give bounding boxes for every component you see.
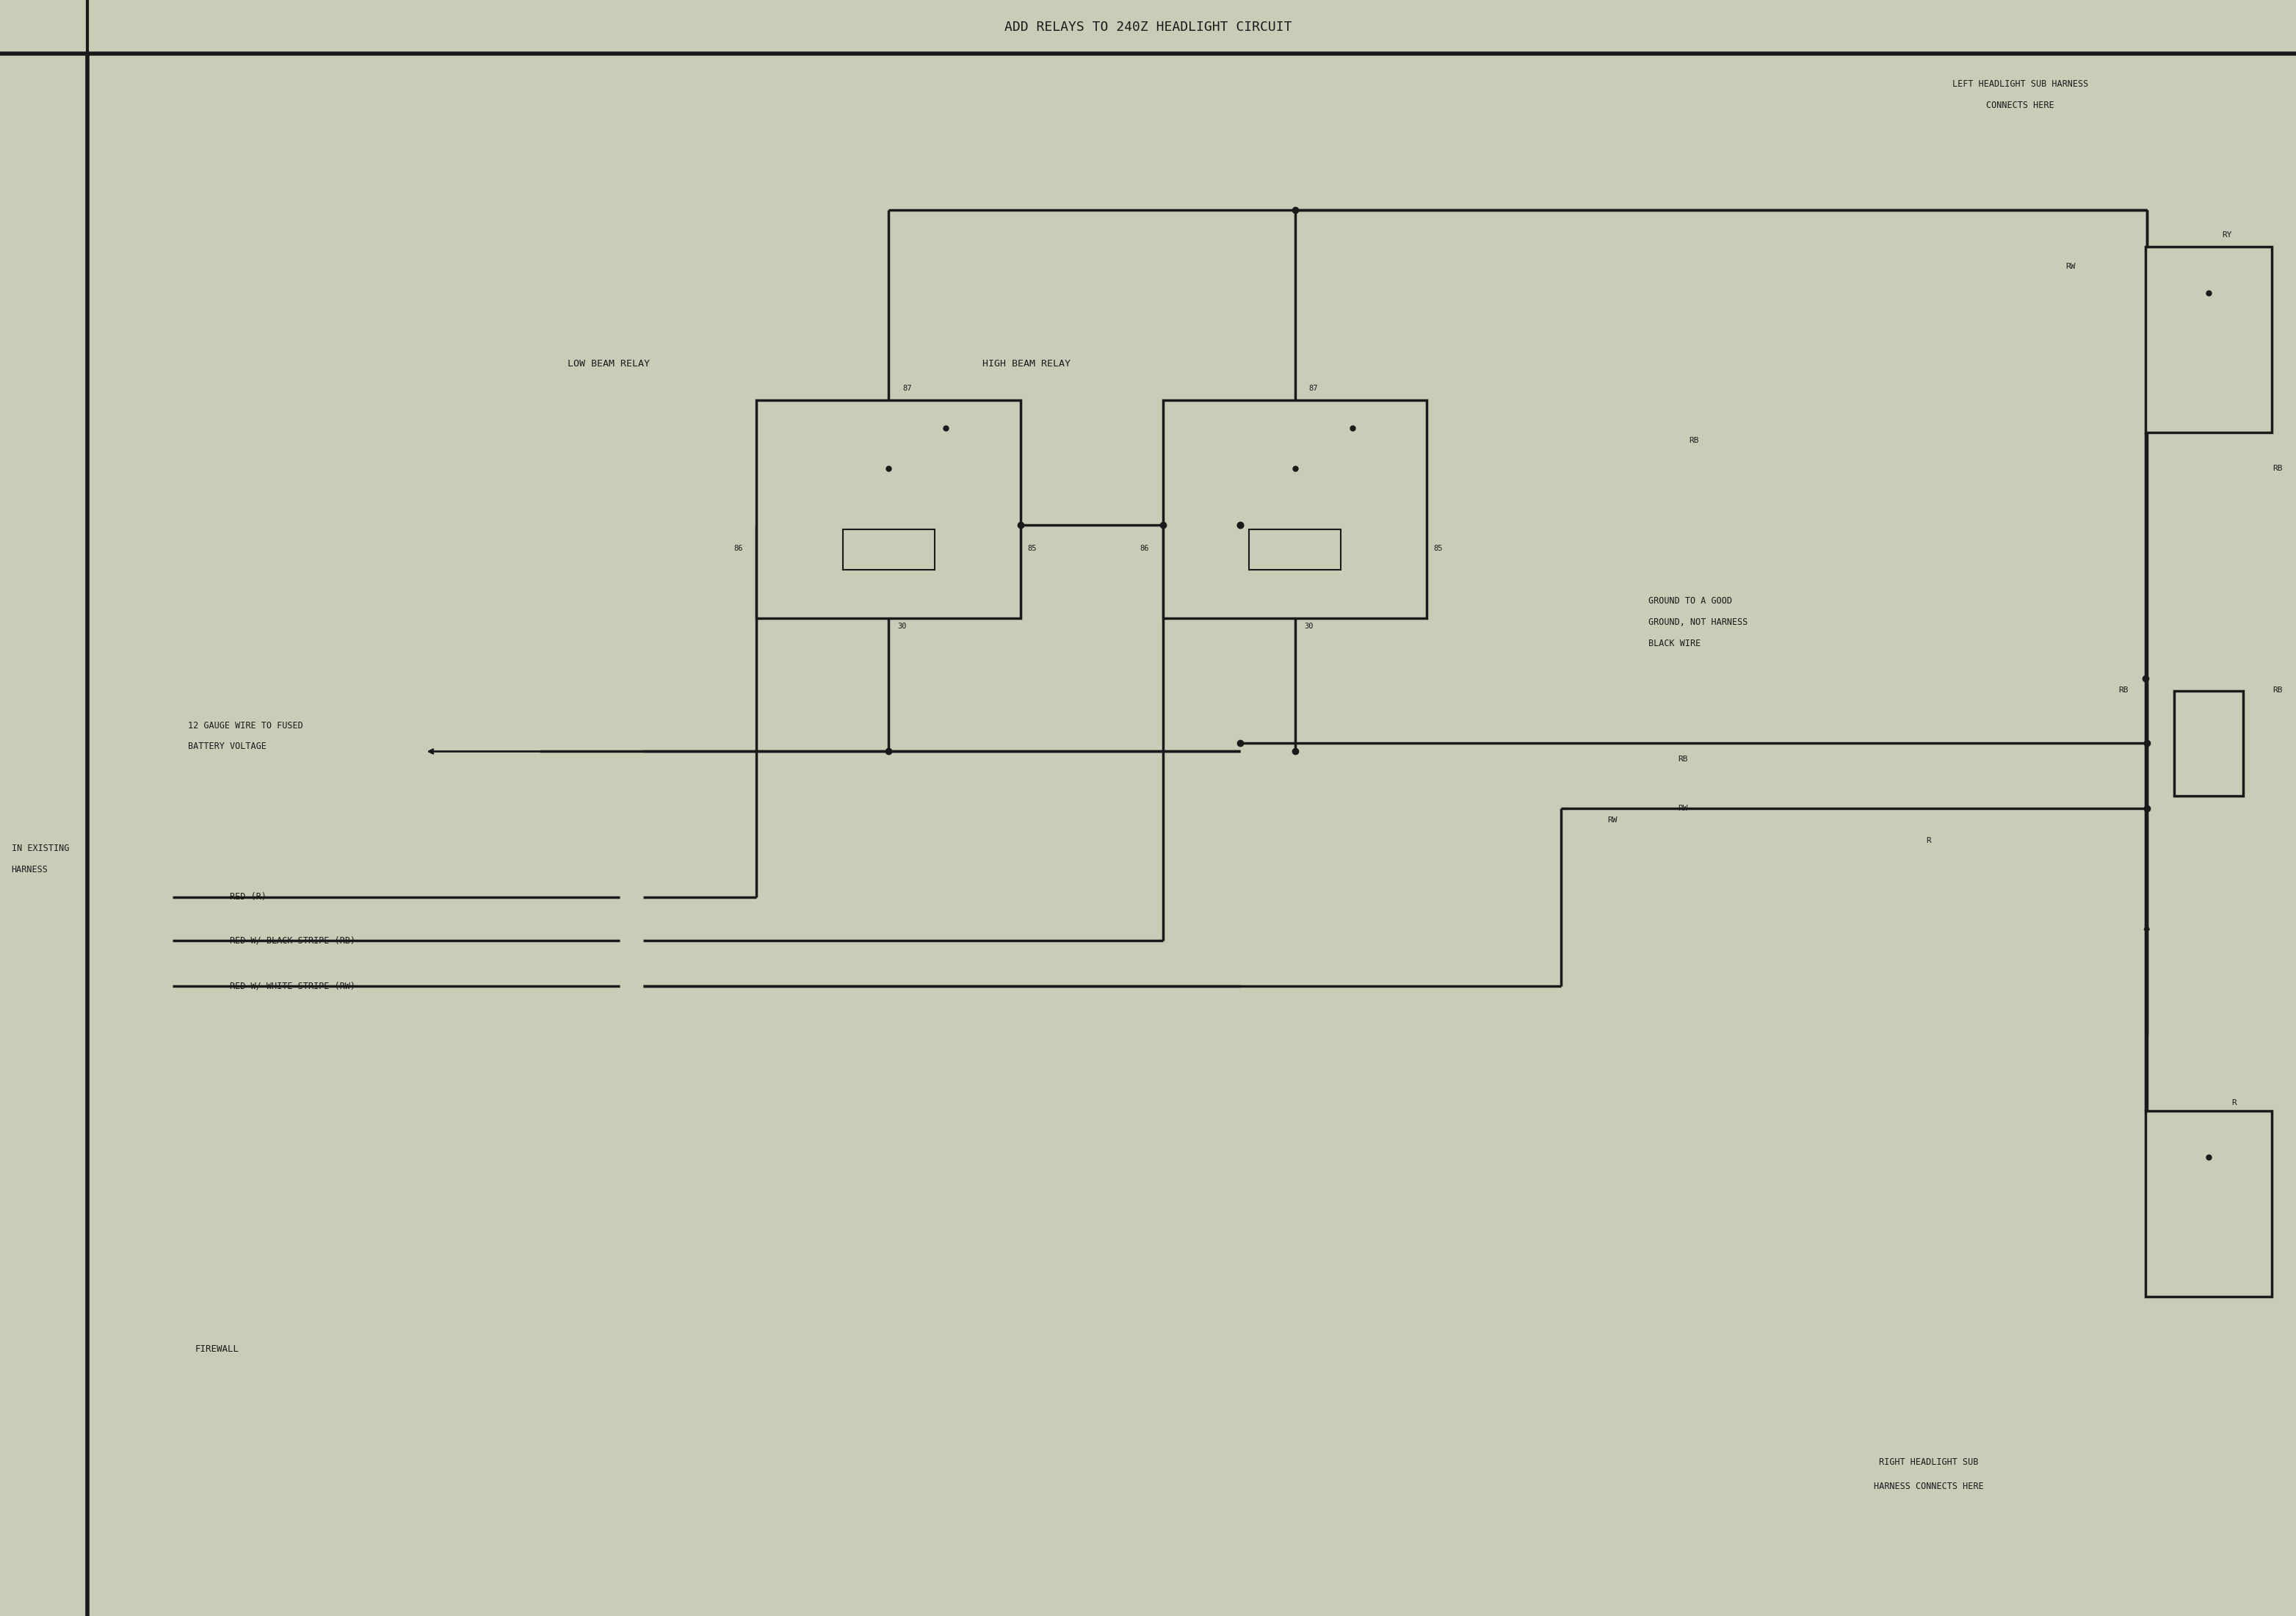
Text: GROUND, NOT HARNESS: GROUND, NOT HARNESS xyxy=(1649,617,1747,627)
Text: 87: 87 xyxy=(1309,385,1318,391)
Text: IN EXISTING: IN EXISTING xyxy=(11,844,69,853)
Text: RB: RB xyxy=(1690,436,1699,444)
Text: 30: 30 xyxy=(1304,624,1313,630)
Text: HARNESS CONNECTS HERE: HARNESS CONNECTS HERE xyxy=(1874,1482,1984,1492)
Text: 12 GAUGE WIRE TO FUSED: 12 GAUGE WIRE TO FUSED xyxy=(188,721,303,730)
Text: HARNESS: HARNESS xyxy=(11,865,48,874)
Text: RB: RB xyxy=(2119,687,2128,695)
Bar xyxy=(843,528,934,569)
Bar xyxy=(1162,401,1426,617)
Text: GROUND TO A GOOD: GROUND TO A GOOD xyxy=(1649,596,1731,606)
Text: LEFT HEADLIGHT SUB HARNESS: LEFT HEADLIGHT SUB HARNESS xyxy=(1952,79,2089,89)
Text: BLACK WIRE: BLACK WIRE xyxy=(1649,638,1701,648)
Text: RB: RB xyxy=(2273,465,2282,472)
Text: RW: RW xyxy=(1678,805,1688,811)
Text: LOW BEAM RELAY: LOW BEAM RELAY xyxy=(567,359,650,368)
Text: CONNECTS HERE: CONNECTS HERE xyxy=(1986,100,2055,110)
Text: 86: 86 xyxy=(1141,545,1148,553)
Text: RW: RW xyxy=(1607,816,1616,824)
Text: ADD RELAYS TO 240Z HEADLIGHT CIRCUIT: ADD RELAYS TO 240Z HEADLIGHT CIRCUIT xyxy=(1003,21,1293,34)
Text: RED (R): RED (R) xyxy=(230,892,266,902)
Text: 87: 87 xyxy=(902,385,912,391)
Text: HIGH BEAM RELAY: HIGH BEAM RELAY xyxy=(983,359,1070,368)
Text: RED W/ WHITE STRIPE (RW): RED W/ WHITE STRIPE (RW) xyxy=(230,981,356,991)
Bar xyxy=(755,401,1019,617)
Text: RB: RB xyxy=(1678,756,1688,763)
Text: RB: RB xyxy=(2273,687,2282,695)
Text: R: R xyxy=(1926,837,1931,844)
Text: 85: 85 xyxy=(1433,545,1442,553)
Bar xyxy=(2144,1112,2273,1296)
Text: FIREWALL: FIREWALL xyxy=(195,1345,239,1354)
Text: RY: RY xyxy=(2223,231,2232,238)
Text: 86: 86 xyxy=(735,545,744,553)
Text: RED W/ BLACK STRIPE (RB): RED W/ BLACK STRIPE (RB) xyxy=(230,936,356,945)
Bar xyxy=(2144,246,2273,431)
Bar xyxy=(1249,528,1341,569)
Text: BATTERY VOLTAGE: BATTERY VOLTAGE xyxy=(188,742,266,751)
Text: RW: RW xyxy=(2066,262,2076,270)
Text: R: R xyxy=(2232,1099,2236,1107)
Text: 30: 30 xyxy=(898,624,907,630)
Text: 85: 85 xyxy=(1026,545,1035,553)
Text: RIGHT HEADLIGHT SUB: RIGHT HEADLIGHT SUB xyxy=(1878,1458,1979,1467)
Bar xyxy=(2174,692,2243,795)
